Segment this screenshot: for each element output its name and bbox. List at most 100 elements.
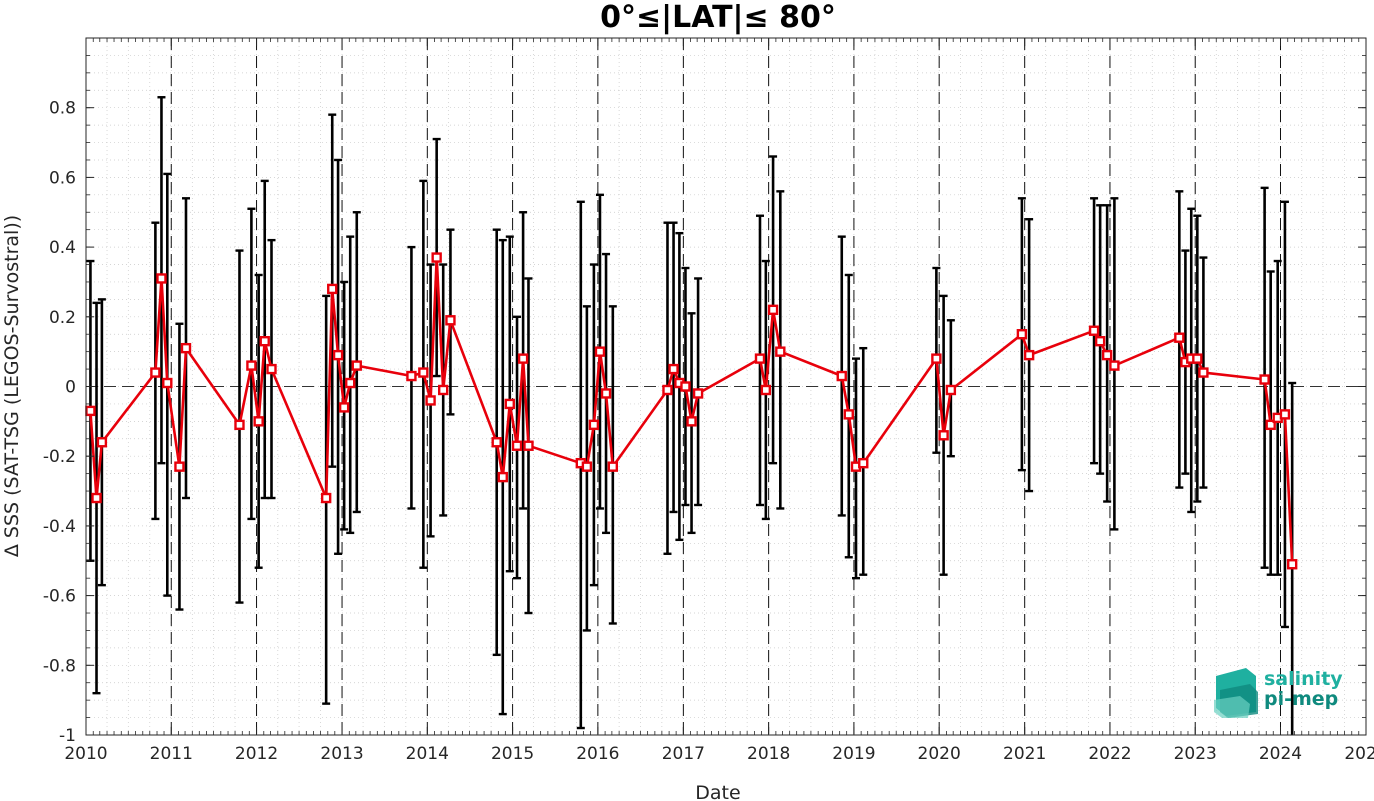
data-point <box>836 370 847 382</box>
chart-title: 0°≤|LAT|≤ 80° <box>600 0 836 35</box>
salinity-pi-mep-logo: salinity pi-mep <box>1214 668 1343 718</box>
data-point <box>775 346 786 357</box>
data-point <box>351 360 362 371</box>
y-tick-label: 0.4 <box>49 238 76 258</box>
data-point <box>85 405 96 417</box>
axis-ticks <box>85 37 1367 736</box>
data-point <box>517 353 529 364</box>
data-point <box>504 398 515 410</box>
data-point <box>754 353 766 364</box>
data-point <box>581 461 593 472</box>
data-point <box>491 437 502 448</box>
data-point <box>1286 559 1298 570</box>
x-tick-label: 2013 <box>320 744 363 764</box>
data-point <box>1101 349 1113 361</box>
x-tick-label: 2023 <box>1174 744 1217 764</box>
data-point <box>1192 353 1203 364</box>
data-point <box>96 437 108 448</box>
data-point <box>1016 329 1028 340</box>
x-tick-label: 2021 <box>1003 744 1046 764</box>
data-point <box>1088 325 1100 336</box>
data-point <box>234 419 245 431</box>
data-point <box>156 273 167 284</box>
data-point <box>662 384 673 396</box>
series-markers <box>85 252 1298 570</box>
data-point <box>668 363 679 375</box>
data-point <box>246 360 257 371</box>
data-point <box>431 252 442 263</box>
data-point <box>760 384 772 396</box>
data-point <box>511 440 523 451</box>
data-point <box>1174 332 1185 343</box>
x-tick-label: 2018 <box>747 744 790 764</box>
data-point <box>1094 335 1106 347</box>
data-point <box>607 461 619 472</box>
data-point <box>938 430 949 441</box>
x-tick-label: 2019 <box>832 744 875 764</box>
y-tick-label: -0.2 <box>43 447 76 467</box>
data-point <box>680 381 691 392</box>
data-point <box>345 377 356 389</box>
data-point <box>594 346 606 357</box>
x-tick-label: 2020 <box>918 744 961 764</box>
data-point <box>600 388 612 399</box>
x-tick-label: 2014 <box>406 744 449 764</box>
y-tick-label: 0.8 <box>49 99 76 119</box>
y-tick-label: 0 <box>65 378 76 398</box>
x-tick-labels: 2010 2011 2012 2013 2014 2015 2016 2017 2018 2019… <box>64 744 1374 764</box>
y-axis-label: Δ SSS (SAT-TSG (LEGOS-Survostral)) <box>1 215 23 557</box>
data-point <box>1279 409 1291 420</box>
data-point <box>91 492 102 504</box>
data-point <box>523 440 534 451</box>
data-point <box>858 457 869 469</box>
data-point <box>1109 360 1120 371</box>
y-tick-label: -0.4 <box>43 517 76 537</box>
wave-logo-icon <box>1214 668 1258 718</box>
data-point <box>945 384 957 396</box>
x-tick-label: 2022 <box>1088 744 1131 764</box>
y-tick-label: -1 <box>59 726 76 746</box>
data-point <box>497 471 508 483</box>
x-tick-label: 2025 <box>1344 744 1374 764</box>
data-point <box>767 304 779 316</box>
data-point <box>425 395 436 406</box>
x-tick-label: 2017 <box>662 744 705 764</box>
x-tick-label: 2011 <box>150 744 193 764</box>
data-point <box>686 416 697 427</box>
x-axis-label: Date <box>695 782 740 801</box>
data-point <box>266 363 277 375</box>
data-point <box>338 402 350 413</box>
data-point <box>150 367 161 378</box>
data-point <box>1265 419 1276 431</box>
data-point <box>1198 367 1209 378</box>
data-point <box>438 384 449 396</box>
x-tick-label: 2015 <box>491 744 534 764</box>
y-tick-label: 0.6 <box>49 168 76 188</box>
y-tick-label: 0.2 <box>49 308 76 328</box>
x-tick-label: 2016 <box>576 744 619 764</box>
data-point <box>162 377 173 389</box>
data-point <box>588 419 600 431</box>
logo-line-1: salinity <box>1264 668 1343 690</box>
data-point <box>1259 374 1270 385</box>
x-tick-label: 2024 <box>1259 744 1302 764</box>
data-point <box>259 335 270 347</box>
data-point <box>692 388 704 399</box>
data-point <box>327 283 338 295</box>
data-point <box>332 349 344 361</box>
data-point <box>418 367 429 378</box>
data-point <box>180 342 192 354</box>
data-point <box>1023 349 1035 361</box>
data-point <box>253 416 264 427</box>
x-tick-label: 2010 <box>64 744 107 764</box>
x-tick-label: 2012 <box>235 744 278 764</box>
series-line <box>89 256 1294 565</box>
y-tick-labels: -1 -0.8 -0.6 -0.4 -0.2 0 0.2 0.4 0.6 0.8 <box>43 99 76 746</box>
grid <box>85 37 1367 736</box>
data-point <box>445 315 456 326</box>
data-point <box>174 461 185 472</box>
data-point <box>320 492 332 504</box>
y-tick-label: -0.6 <box>43 587 76 607</box>
data-point <box>931 353 942 364</box>
